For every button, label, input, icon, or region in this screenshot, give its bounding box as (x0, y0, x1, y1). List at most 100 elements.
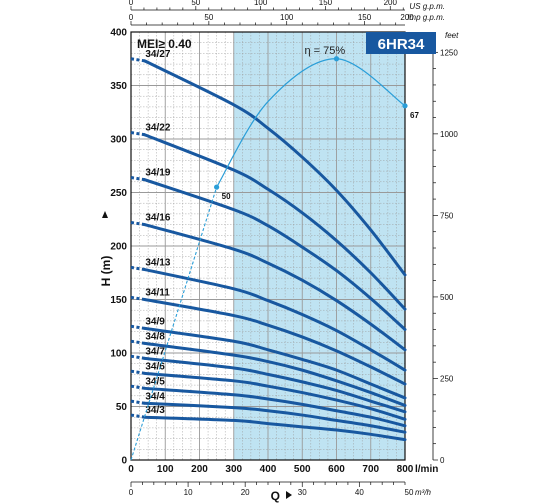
bottom-axis-m3h-tick-label: 30 (298, 488, 307, 497)
pump-curve-line (143, 401, 407, 434)
x-axis-unit-label: l/min (415, 464, 438, 475)
pump-curve-dashed-start (130, 369, 145, 375)
y-axis-title: H (m) (99, 256, 113, 287)
y-tick-label: 0 (121, 456, 127, 467)
top-axis-imp-gpm-label: Imp g.p.m. (407, 13, 445, 22)
pump-curve-line (143, 133, 407, 311)
efficiency-point (333, 56, 340, 62)
x-tick-label: 0 (128, 464, 134, 475)
pump-curve-dashed-start (130, 413, 145, 419)
y-tick-label: 400 (110, 28, 127, 39)
x-tick-label: 500 (294, 464, 311, 475)
bottom-axis-m3h-tick-label: 10 (184, 488, 193, 497)
pump-curve-dashed-start (130, 57, 145, 63)
top-axis-imp-gpm-tick-label: 0 (129, 13, 134, 22)
pump-curve-dashed-start (130, 131, 145, 137)
top-axis-imp-gpm-tick-label: 50 (204, 13, 213, 22)
y-tick-label: 200 (110, 242, 127, 253)
pump-curve-label: 34/13 (145, 258, 170, 269)
pump-curve-label: 34/22 (145, 123, 170, 134)
pump-curve-line (143, 341, 407, 407)
y-tick-label: 300 (110, 135, 127, 146)
x-tick-label: 100 (157, 464, 174, 475)
pump-curve-label: 34/4 (145, 391, 165, 402)
x-tick-label: 200 (191, 464, 208, 475)
efficiency-point-label: 50 (222, 192, 231, 201)
pump-curve-dashed-start (130, 295, 145, 301)
top-axis-imp-gpm-tick-label: 100 (280, 13, 294, 22)
y-tick-label: 100 (110, 349, 127, 360)
pump-curve-line (143, 178, 407, 331)
x-tick-label: 400 (260, 464, 277, 475)
right-axis-feet-tick-label: 250 (440, 374, 454, 383)
x-axis-title: Q (271, 489, 280, 503)
right-axis-feet-label: feet (445, 31, 459, 40)
pump-curve-label: 34/8 (145, 331, 165, 342)
top-axis-us-gpm-tick-label: 200 (384, 0, 398, 7)
pump-curve-line (143, 371, 407, 421)
plot-frame (130, 31, 406, 461)
model-badge (366, 32, 436, 54)
top-axis-us-gpm-tick-label: 100 (254, 0, 268, 7)
pump-curve-line (143, 326, 407, 400)
pump-curve-label: 34/9 (145, 316, 165, 327)
top-axis-imp-gpm-tick-label: 200 (400, 13, 414, 22)
efficiency-label: η = 75% (305, 45, 346, 57)
bottom-axis-m3h-tick-label: 50 (405, 488, 414, 497)
right-axis-feet: 0 250 500 750 1000 1250 (432, 32, 458, 465)
pump-curve-label: 34/3 (145, 405, 165, 416)
pump-curve-line (143, 59, 407, 277)
model-title: 6HR34 (378, 36, 425, 53)
pump-curve-line (143, 356, 407, 414)
bottom-axis-m3h-tick-label: 40 (355, 488, 364, 497)
pump-curve-label: 34/16 (145, 213, 170, 224)
right-axis-feet-tick-label: 1000 (440, 130, 458, 139)
y-tick-label: 150 (110, 295, 127, 306)
efficiency-point (214, 184, 220, 190)
x-axis-ticks: 0 100 200 300 400 500 600 700 800 (128, 464, 414, 475)
efficiency-curve-line (216, 58, 406, 188)
bottom-axis-m3h-tick-label: 20 (241, 488, 250, 497)
x-axis-title-group: Q (271, 489, 292, 503)
x-tick-label: 600 (328, 464, 345, 475)
bottom-axis-m3h: 0 10 20 30 40 50 (129, 481, 414, 497)
pump-curve-label: 34/19 (145, 168, 170, 179)
pump-curve-label: 34/11 (145, 288, 170, 299)
pump-curve-dashed-start (130, 384, 145, 390)
right-axis-feet-tick-label: 500 (440, 293, 454, 302)
pump-curve-line (143, 415, 407, 442)
efficiency-curve-dashed (130, 186, 218, 461)
right-axis-feet-tick-label: 1250 (440, 48, 458, 57)
top-axis-us-gpm-tick-label: 50 (191, 0, 200, 7)
pump-curve-dashed-start (130, 176, 145, 182)
pump-curve-line (143, 298, 407, 386)
pump-curve-dashed-start (130, 220, 145, 227)
top-axis-imp-gpm: 0 50 100 150 200 (129, 13, 414, 26)
y-axis-ticks: 0 50 100 150 200 250 300 350 400 (110, 28, 127, 467)
efficiency-curve-group: 50 67 (130, 56, 419, 461)
top-axis-us-gpm-label: US g.p.m. (409, 2, 445, 11)
pump-curve-dashed-start (130, 324, 145, 330)
efficiency-point-label: 67 (410, 111, 419, 120)
right-arrow-icon (286, 491, 292, 499)
top-axis-imp-gpm-tick-label: 150 (358, 13, 372, 22)
right-axis-feet-tick-label: 750 (440, 211, 454, 220)
pump-curve-dashed-start (130, 354, 145, 360)
y-tick-label: 50 (116, 402, 128, 413)
pump-curve-label: 34/27 (145, 49, 170, 60)
y-axis-title-group: H (m) (99, 211, 113, 286)
pump-curves (130, 57, 407, 442)
mei-annotation: MEI≥ 0.40 (137, 37, 192, 51)
y-tick-label: 250 (110, 188, 127, 199)
bottom-axis-m3h-label: m³/h (415, 488, 432, 497)
pump-curve-line (143, 268, 407, 372)
x-tick-label: 800 (397, 464, 414, 475)
bottom-axis-m3h-tick-label: 0 (129, 488, 134, 497)
x-tick-label: 700 (362, 464, 379, 475)
up-arrow-icon (102, 211, 108, 218)
top-axis-us-gpm-tick-label: 150 (319, 0, 333, 7)
pump-curve-label: 34/7 (145, 346, 165, 357)
pump-curve-dashed-start (130, 339, 145, 345)
